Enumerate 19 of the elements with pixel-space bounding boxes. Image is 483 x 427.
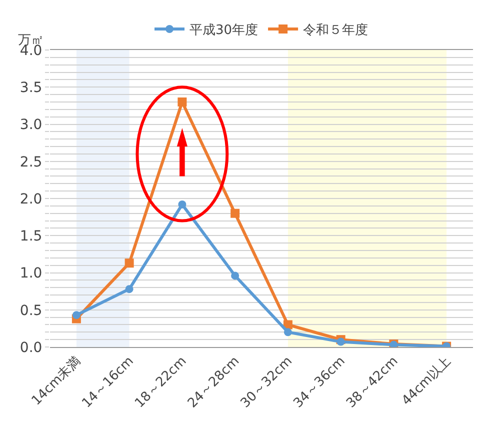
point — [125, 285, 134, 294]
point — [336, 338, 345, 346]
point — [231, 272, 240, 280]
y-tick-label: 1.0 — [20, 266, 42, 282]
point — [178, 97, 187, 106]
point — [178, 200, 186, 208]
y-tick-label: 0.5 — [20, 302, 42, 319]
point — [230, 208, 240, 218]
y-tick-label: 2.5 — [20, 154, 42, 170]
y-tick-label: 3.5 — [20, 80, 42, 96]
legend-label: 平成30年度 — [190, 22, 258, 38]
y-tick-label: 3.0 — [20, 117, 42, 134]
y-tick-label: 2.0 — [20, 191, 42, 208]
y-tick-label: 0.0 — [20, 340, 42, 356]
y-tick-label: 1.5 — [20, 228, 42, 245]
legend-label: 令和５年度 — [303, 22, 368, 38]
point — [124, 258, 134, 268]
point — [72, 311, 80, 320]
point — [284, 328, 292, 336]
